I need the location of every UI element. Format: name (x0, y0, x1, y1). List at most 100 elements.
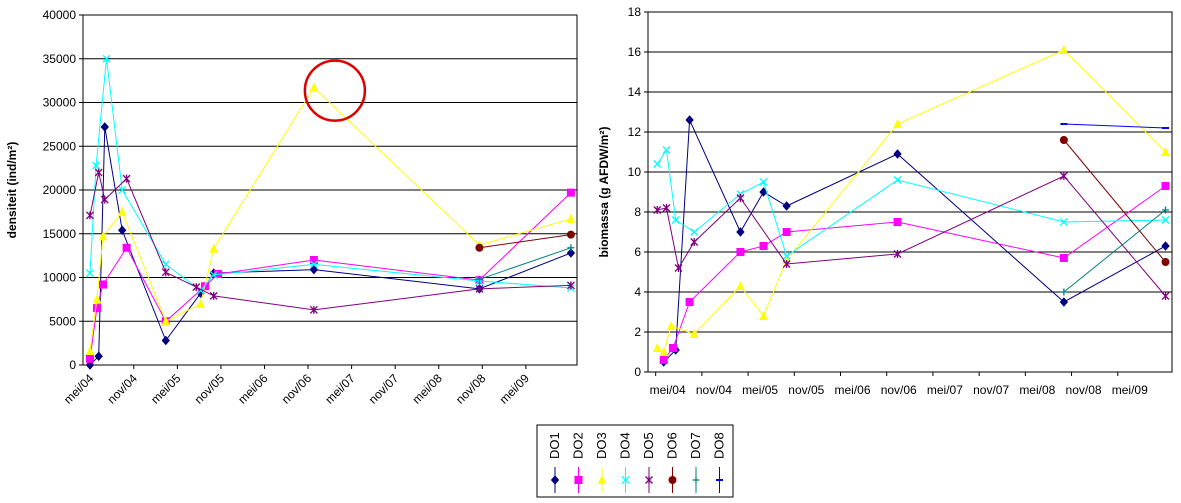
data-point (196, 298, 205, 308)
series-do5 (653, 172, 1170, 300)
series-line (89, 172, 571, 311)
data-point (893, 176, 902, 184)
data-point (893, 149, 902, 159)
data-point (161, 316, 171, 326)
data-point (92, 294, 102, 304)
legend-marker (621, 476, 630, 484)
x-tick-label: nov/06 (279, 371, 315, 407)
series-do7 (475, 244, 575, 283)
data-point (736, 194, 745, 202)
data-point (209, 243, 218, 253)
data-point (309, 264, 319, 275)
plot-area (647, 11, 1173, 373)
data-point (85, 360, 95, 370)
legend-label: DO7 (688, 432, 703, 459)
series-do6 (1059, 136, 1170, 266)
data-point (102, 54, 111, 63)
data-point (566, 248, 576, 258)
series-do2 (85, 188, 575, 363)
data-point (690, 238, 699, 246)
legend-marker (550, 475, 560, 485)
series-do3 (85, 82, 576, 355)
y-tick-label: 6 (634, 245, 641, 259)
series-line (663, 119, 1166, 363)
legend-marker (597, 474, 607, 484)
data-point (475, 284, 484, 293)
legend-box (536, 424, 734, 498)
data-point (736, 280, 745, 290)
series-line (656, 148, 1166, 257)
x-tick-label: mei/07 (927, 383, 963, 397)
legend-entry-do6: DO6 (665, 432, 680, 493)
data-point (1059, 297, 1069, 307)
data-point (653, 160, 662, 168)
y-tick-label: 8 (634, 205, 641, 219)
data-point (100, 195, 109, 204)
legend-label: DO3 (594, 432, 609, 459)
data-point (893, 218, 902, 226)
series-line (1063, 123, 1166, 129)
legend-marker (692, 476, 700, 484)
legend-label: DO4 (618, 432, 633, 459)
data-point (674, 264, 683, 272)
series-line (1063, 139, 1166, 263)
data-point (122, 243, 131, 252)
legend-label: DO8 (712, 432, 727, 459)
data-point (86, 211, 94, 220)
x-tick-label: nov/05 (788, 383, 824, 397)
data-point (566, 213, 576, 223)
data-point (782, 260, 791, 268)
data-point (1161, 241, 1170, 251)
data-point (118, 186, 127, 194)
data-point (1059, 218, 1068, 226)
legend-entry-do3: DO3 (594, 432, 609, 493)
data-point (566, 188, 575, 197)
y-axis-title: biomassa (g AFDW/m²) (597, 127, 611, 258)
data-point (690, 228, 699, 236)
data-point (1161, 258, 1170, 266)
data-point (893, 118, 902, 128)
data-point (1161, 292, 1170, 300)
data-point (309, 305, 318, 314)
data-point (652, 342, 662, 352)
series-do8 (1060, 123, 1170, 129)
x-tick-label: mei/06 (834, 383, 870, 397)
y-tick-label: 40000 (43, 8, 77, 22)
series-do1 (659, 115, 1170, 367)
data-point (100, 122, 109, 132)
density-chart: 0 5000 10000 15000 20000 25000 30000 35000 40000… (5, 8, 578, 407)
series-line (656, 49, 1166, 353)
data-point (1059, 172, 1068, 180)
data-point (85, 354, 94, 363)
data-point (782, 201, 791, 211)
legend-entry-do2: DO2 (571, 432, 586, 493)
data-point (309, 260, 318, 269)
data-point (893, 250, 902, 258)
x-tick-label: nov/06 (881, 383, 917, 397)
data-point (161, 268, 170, 277)
data-point (85, 345, 95, 355)
data-point (209, 270, 218, 279)
data-point (86, 269, 94, 278)
y-tick-label: 25000 (43, 139, 77, 153)
series-line (479, 247, 572, 280)
data-point (92, 161, 101, 170)
data-point (659, 346, 668, 356)
y-tick-label: 35000 (43, 52, 77, 66)
data-point (759, 242, 768, 250)
data-point (736, 248, 745, 256)
series-do2 (659, 182, 1170, 364)
series-line (657, 175, 1166, 297)
data-point (662, 146, 671, 154)
data-point (1161, 182, 1170, 190)
series-line (89, 126, 572, 366)
y-tick-label: 10 (628, 165, 642, 179)
series-line (89, 192, 572, 359)
data-point (668, 344, 677, 352)
data-point (99, 280, 108, 289)
x-tick-label: mei/08 (409, 371, 445, 407)
legend-entry-do4: DO4 (618, 432, 633, 493)
y-tick-label: 16 (628, 45, 642, 59)
data-point (1059, 136, 1068, 144)
